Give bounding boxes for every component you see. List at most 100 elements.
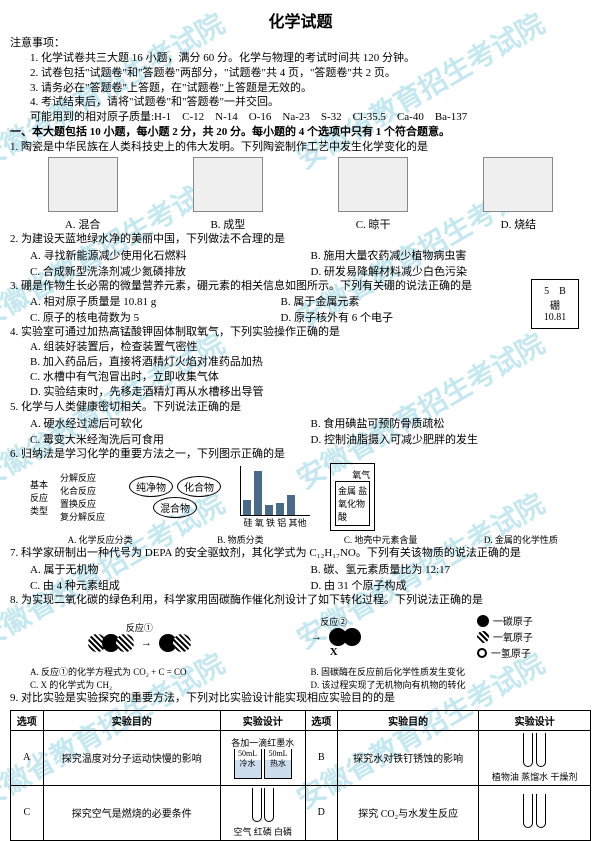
q1-img-a [48,157,118,212]
q8-legend: 一碳原子 一氧原子 一氢原子 [477,612,533,661]
section-1: 一、本大题包括 10 小题，每小题 2 分，共 20 分。每小题的 4 个选项中… [10,125,591,140]
q7-c: C. 由 4 种元素组成 [30,577,311,593]
q6-li-2: 置换反应 [60,497,120,510]
q2-a: A. 寻找新能源减少使用化石燃料 [30,247,311,263]
notice-2: 2. 试卷包括"试题卷"和"答题卷"两部分，"试题卷"共 4 页，"答题卷"共 … [10,66,591,81]
q9-c-labels: 空气 红磷 白磷 [224,825,302,838]
q7-stem: 7. 科学家研制出一种代号为 DEPA 的安全驱蚊剂，其化学式为 C₁₂H₁₇N… [10,546,591,561]
q6-bar-labels: 硅 氧 铁 铝 其他 [230,516,320,529]
q8-leg-c: 一碳原子 [493,613,533,628]
q9-b-design: 植物油 蒸馏水 干燥剂 [479,730,591,785]
q4-a: A. 组装好装置后，检查装置气密性 [30,340,591,355]
q9-c-opt: C [11,785,44,840]
q5-a: A. 硬水经过滤后可软化 [30,415,311,431]
q9-a-d1: 各加一滴红墨水 [224,736,302,749]
q8-c: C. X 的化学式为 CH₂ [30,678,311,691]
q2-b: B. 施用大量农药减少植物病虫害 [311,247,592,263]
atomic-masses: 可能用到的相对原子质量:H-1 C-12 N-14 O-16 Na-23 S-3… [10,110,591,125]
q6-box-diagram: 氧气 金属 盐 氧化物 酸 [330,463,375,531]
q6-a: A. 化学反应分类 [30,533,170,546]
q2-d: D. 研发易降解材料减少白色污染 [311,263,592,279]
q9-h0: 选项 [11,710,44,730]
q7-a: A. 属于无机物 [30,561,311,577]
q9-h5: 实验设计 [479,710,591,730]
q6-box-items: 金属 盐 氧化物 酸 [335,481,370,526]
q6-li-0: 分解反应 [60,471,120,484]
q6-oval-2: 混合物 [153,497,197,518]
q9-h3: 选项 [305,710,338,730]
q8-stem: 8. 为实现二氧化碳的绿色利用，科学家用固碳酶作催化剂设计了如下转化过程。下列说… [10,593,591,608]
q9-h4: 实验目的 [338,710,479,730]
boron-name: 硼 [532,297,578,312]
q9-a-purpose: 探究温度对分子运动快慢的影响 [43,730,220,785]
q9-c-purpose: 探究空气是燃烧的必要条件 [43,785,220,840]
q5-d: D. 控制油脂摄入可减少肥胖的发生 [311,431,592,447]
q9-d-design [479,785,591,840]
q9-a-b1: 50mL 冷水 [238,749,257,768]
page-title: 化学试题 [10,8,591,32]
q9-b-labels: 植物油 蒸馏水 干燥剂 [482,770,587,783]
q6-b: B. 物质分类 [170,533,310,546]
q4-b: B. 加入药品后，直接将酒精灯火焰对准药品加热 [30,355,591,370]
q3-d: D. 原子核外有 6 个电子 [281,309,532,325]
q1-opt-d: D. 烧结 [446,216,591,232]
q6-ll-1: 反应 [30,491,60,504]
q6-li-1: 化合反应 [60,484,120,497]
q6-box-top: 氧气 [335,468,370,481]
boron-mass: 10.81 [532,312,578,323]
q2-stem: 2. 为建设天蓝地绿水净的美丽中国，下列做法不合理的是 [10,232,591,247]
q6-stem: 6. 归纳法是学习化学的重要方法之一，下列图示正确的是 [10,447,591,462]
q9-a-design: 各加一滴红墨水 50mL 冷水 50mL 热水 [221,730,306,785]
q8-leg-h: 一氢原子 [491,645,531,660]
q7-d: D. 由 31 个原子构成 [311,577,592,593]
notice-4: 4. 考试结束后，请将"试题卷"和"答题卷"一并交回。 [10,95,591,110]
q1-images [10,157,591,214]
q8-d: D. 该过程实现了无机物向有机物的转化 [311,678,592,691]
q7-b: B. 碳、氢元素质量比为 12:17 [311,561,592,577]
q6-ll-0: 基本 [30,478,60,491]
q9-a-b2: 50mL 热水 [268,749,287,768]
q9-a-opt: A [11,730,44,785]
q3-a: A. 相对原子质量是 10.81 g [30,293,281,309]
q6-ll-2: 类型 [30,504,60,517]
q6-oval-0: 纯净物 [129,476,173,497]
q8-a: A. 反应①的化学方程式为 CO₂ + C = CO [30,665,311,678]
q9-c-design: 空气 红磷 白磷 [221,785,306,840]
q8-x: X [307,646,361,658]
q3-b: B. 属于金属元素 [281,293,532,309]
q6-diagrams: 基本 反应 类型 分解反应 化合反应 置换反应 复分解反应 纯净物化合物 混合物… [10,463,591,531]
q8-leg-o: 一氧原子 [493,629,533,644]
q8-r1: 反应① [88,621,191,634]
q6-li-3: 复分解反应 [60,510,120,523]
q4-d: D. 实验结束时，先移走酒精灯再从水槽移出导管 [30,385,591,400]
q3-c: C. 原子的核电荷数为 5 [30,309,281,325]
q4-stem: 4. 实验室可通过加热高锰酸钾固体制取氧气，下列实验操作正确的是 [10,325,591,340]
q9-d-purpose: 探究 CO₂与水发生反应 [338,785,479,840]
q9-b-opt: B [305,730,338,785]
q6-bar-chart [240,466,310,516]
q9-stem: 9. 对比实验是实验探究的重要方法，下列对比实验设计能实现相应实验目的的是 [10,691,591,706]
q1-img-c [338,157,408,212]
boron-sym: B [559,286,566,297]
q6-oval-1: 化合物 [177,476,221,497]
q9-h1: 实验目的 [43,710,220,730]
boron-num: 5 [544,286,549,297]
q1-img-b [193,157,263,212]
q5-stem: 5. 化学与人类健康密切相关。下列说法正确的是 [10,400,591,415]
q8-diagram: 反应① → 反应② → X 一碳原子 一氧原子 一氢原子 [10,612,591,661]
q8-b: B. 固碳酶在反应前后化学性质发生变化 [311,665,592,678]
q3-stem: 3. 硼是作物生长必需的微量营养元素，硼元素的相关信息如图所示。下列有关硼的说法… [10,279,591,294]
q1-stem: 1. 陶瓷是中华民族在人类科技史上的伟大发明。下列陶瓷制作工艺中发生化学变化的是 [10,140,591,155]
notice-3: 3. 请务必在"答题卷"上答题，在"试题卷"上答题是无效的。 [10,81,591,96]
notice-1: 1. 化学试卷共三大题 16 小题，满分 60 分。化学与物理的考试时间共 12… [10,51,591,66]
q5-b: B. 食用碘盐可预防骨质疏松 [311,415,592,431]
q1-opt-a: A. 混合 [10,216,155,232]
boron-box: 5 B 硼 10.81 [531,279,579,329]
q4-c: C. 水槽中有气泡冒出时，立即收集气体 [30,370,591,385]
q9-h2: 实验设计 [221,710,306,730]
q9-b-purpose: 探究水对铁钉锈蚀的影响 [338,730,479,785]
q5-c: C. 霉变大米经淘洗后可食用 [30,431,311,447]
q1-opt-b: B. 成型 [155,216,300,232]
q8-r2: 反应② [307,615,361,628]
q2-c: C. 合成新型洗涤剂减少氮磷排放 [30,263,311,279]
